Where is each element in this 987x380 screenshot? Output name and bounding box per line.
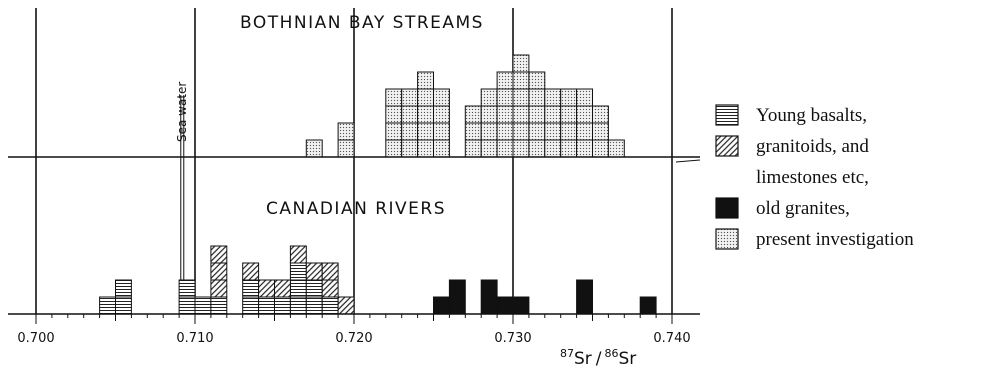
legend-swatch-horizontal [715,104,739,126]
x-label-element-sr-2: Sr [619,349,637,369]
legend: Young basalts, granitoids, and limestones … [715,104,914,250]
bar-p0-s0-14 [592,105,609,158]
panel-title-bothnian: BOTHNIAN BAY STREAMS [240,13,484,33]
bar-p0-s0-10 [528,71,546,158]
bar-p1-s1-4 [289,245,307,264]
x-tick-label-1: 0.710 [176,331,213,346]
x-tick-label-2: 0.720 [335,331,372,346]
x-tick-label-4: 0.740 [653,331,690,346]
chart-gridlines [35,8,673,314]
x-axis-label: 87Sr/86Sr [560,347,636,369]
bar-p1-s0-10 [321,296,339,315]
bar-p0-s0-4 [417,71,435,158]
bar-p0-s0-8 [496,71,514,158]
x-label-element-sr: Sr [574,349,592,369]
chart-text: BOTHNIAN BAY STREAMS CANADIAN RIVERS Sea… [175,13,636,369]
chart-axes [8,156,701,324]
bar-p1-s2-0 [433,296,450,315]
legend-swatch-dots [715,228,739,250]
bar-p1-s2-4 [512,296,530,315]
x-label-mass-87: 87 [560,347,574,360]
x-tick-label-3: 0.730 [494,331,531,346]
legend-label-0: Young basalts, [756,105,867,126]
sea-water-label: Sea water [175,82,189,142]
legend-swatch-diagonal [715,135,739,157]
bar-p1-s2-6 [639,296,657,315]
x-label-separator: / [596,349,602,369]
legend-label-3: old granites, [756,198,850,219]
bar-p1-s0-7 [274,296,291,315]
bar-p1-s1-1 [242,262,260,281]
bar-p1-s2-3 [496,296,514,315]
legend-swatch-solid [715,197,739,219]
panel-title-canadian: CANADIAN RIVERS [266,199,446,219]
bar-p1-s0-4 [210,296,228,315]
bar-p1-s0-3 [194,296,212,315]
bar-p1-s1-2 [258,279,276,298]
bar-p0-s0-15 [607,139,625,158]
bar-p0-s0-0 [305,139,323,158]
bar-p1-s1-5 [305,262,323,281]
legend-label-4: present investigation [756,229,914,250]
x-label-mass-86: 86 [605,347,619,360]
bar-p1-s0-0 [99,296,116,315]
bar-p1-s1-3 [274,279,291,298]
bar-p1-s0-8 [289,262,307,315]
x-tick-labels: 0.700 0.710 0.720 0.730 0.740 [17,331,690,346]
bar-p1-s0-6 [258,296,276,315]
bar-p1-s1-7 [337,296,355,315]
x-tick-label-0: 0.700 [17,331,54,346]
legend-label-1: granitoids, and [756,136,869,157]
axis-break-mark [675,159,701,163]
bar-p0-s0-6 [464,105,482,158]
legend-label-2: limestones etc, [756,167,869,188]
bar-p1-s1-0 [210,245,228,298]
